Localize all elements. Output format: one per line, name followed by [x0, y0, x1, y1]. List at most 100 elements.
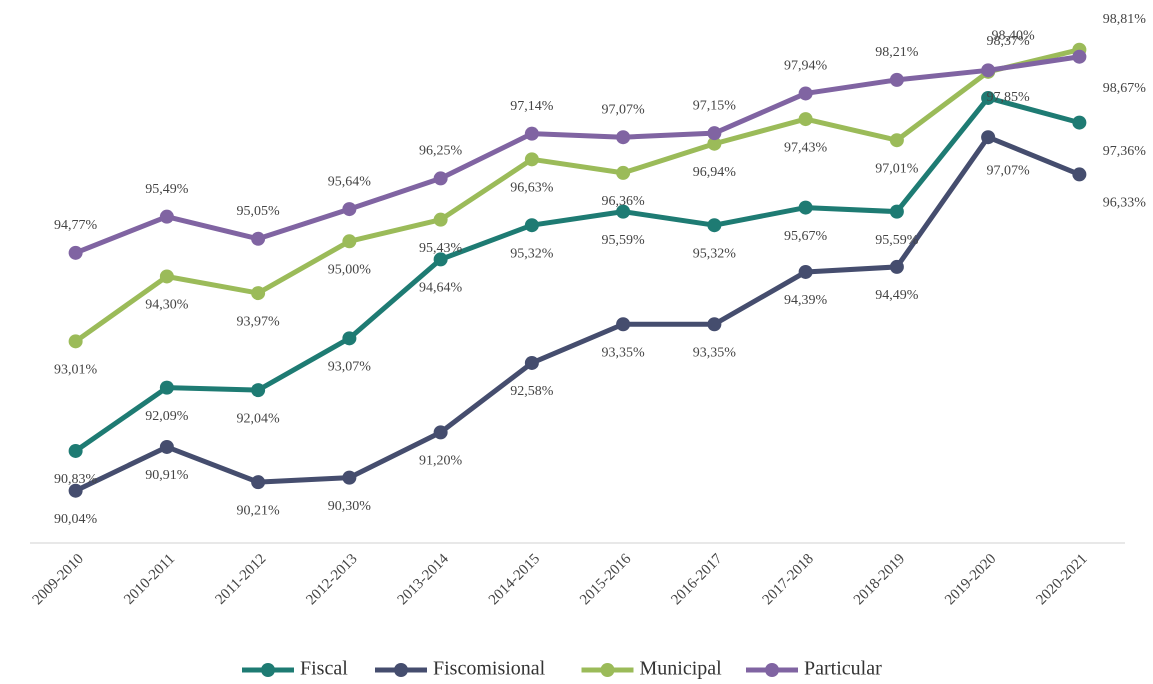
x-tick-label: 2010-2011 [121, 551, 178, 608]
data-label: 95,59% [602, 233, 646, 248]
x-tick-label: 2017-2018 [760, 551, 817, 608]
data-label: 98,81% [1103, 12, 1147, 27]
data-point [616, 130, 631, 145]
x-tick-label: 2013-2014 [395, 551, 453, 609]
data-point [707, 218, 722, 233]
data-point [524, 218, 539, 233]
data-point [68, 245, 83, 260]
data-label: 90,21% [237, 503, 281, 518]
data-point [889, 259, 904, 274]
data-label: 96,94% [693, 165, 737, 180]
data-label: 94,39% [784, 293, 828, 308]
data-point [342, 234, 357, 249]
data-point [707, 317, 722, 332]
data-label: 93,07% [328, 360, 372, 375]
data-point [524, 152, 539, 167]
data-point [616, 317, 631, 332]
legend-label: Fiscal [300, 658, 348, 680]
data-point [798, 264, 813, 279]
data-label: 95,64% [328, 174, 372, 189]
data-label: 96,63% [510, 181, 554, 196]
data-point [251, 475, 266, 490]
x-tick-label: 2009-2010 [30, 551, 87, 608]
data-label: 91,20% [419, 454, 463, 469]
data-point [707, 126, 722, 141]
x-tick-label: 2015-2016 [577, 551, 635, 609]
data-label: 97,07% [987, 163, 1031, 178]
x-tick-label: 2011-2012 [212, 551, 269, 608]
data-label: 94,30% [145, 298, 189, 313]
data-point [159, 380, 174, 395]
data-label: 96,33% [1103, 196, 1147, 211]
data-point [798, 86, 813, 101]
data-label: 90,30% [328, 499, 372, 514]
data-point [616, 165, 631, 180]
data-point [433, 425, 448, 440]
data-point [433, 212, 448, 227]
data-point [68, 483, 83, 498]
data-point [798, 200, 813, 215]
data-point [251, 286, 266, 301]
data-point [1072, 49, 1087, 64]
data-label: 94,64% [419, 281, 463, 296]
data-point [251, 383, 266, 398]
data-point [159, 269, 174, 284]
data-label: 92,58% [510, 384, 554, 399]
x-tick-label: 2014-2015 [486, 551, 543, 608]
data-label: 94,77% [54, 218, 98, 233]
x-tick-label: 2016-2017 [668, 551, 726, 609]
data-label: 97,01% [875, 161, 919, 176]
data-point [342, 331, 357, 346]
legend-label: Particular [804, 658, 882, 680]
x-tick-label: 2012-2013 [303, 551, 360, 608]
legend-label: Fiscomisional [433, 658, 546, 680]
data-point [981, 90, 996, 105]
data-point [1072, 167, 1087, 182]
data-point [342, 470, 357, 485]
data-point [433, 252, 448, 267]
data-label: 98,40% [992, 29, 1036, 44]
data-label: 97,15% [693, 98, 737, 113]
data-label: 97,14% [510, 99, 554, 114]
data-label: 96,36% [602, 194, 646, 209]
data-point [68, 443, 83, 458]
data-label: 95,05% [237, 204, 281, 219]
data-label: 98,21% [875, 45, 919, 60]
data-label: 97,07% [602, 102, 646, 117]
data-label: 97,36% [1103, 144, 1147, 159]
data-label: 97,85% [987, 90, 1031, 105]
data-label: 94,49% [875, 288, 919, 303]
data-label: 97,43% [784, 140, 828, 155]
data-label: 95,43% [419, 241, 463, 256]
data-point [159, 439, 174, 454]
data-label: 98,67% [1103, 81, 1147, 96]
data-point [889, 204, 904, 219]
data-label: 95,59% [875, 233, 919, 248]
data-label: 90,91% [145, 468, 189, 483]
data-label: 95,67% [784, 229, 828, 244]
data-point [524, 126, 539, 141]
data-point [798, 112, 813, 127]
data-label: 93,97% [237, 314, 281, 329]
series-line [74, 134, 1081, 493]
data-label: 92,04% [237, 411, 281, 426]
data-label: 95,00% [328, 263, 372, 278]
data-label: 90,83% [54, 472, 98, 487]
legend-label: Municipal [640, 658, 723, 680]
data-label: 93,35% [693, 345, 737, 360]
data-label: 96,25% [419, 144, 463, 159]
data-label: 95,32% [693, 246, 737, 261]
data-label: 95,32% [510, 246, 554, 261]
data-label: 98,37% [987, 34, 1031, 49]
data-point [524, 355, 539, 370]
legend: Fiscal Fiscomisional Municipal Particular [242, 658, 882, 680]
data-point [433, 171, 448, 186]
x-tick-label: 2020-2021 [1033, 551, 1090, 608]
data-label: 95,49% [145, 182, 189, 197]
data-point [159, 209, 174, 224]
data-label: 93,01% [54, 363, 98, 378]
data-point [889, 72, 904, 87]
series-line [74, 95, 1081, 454]
data-point [68, 334, 83, 349]
